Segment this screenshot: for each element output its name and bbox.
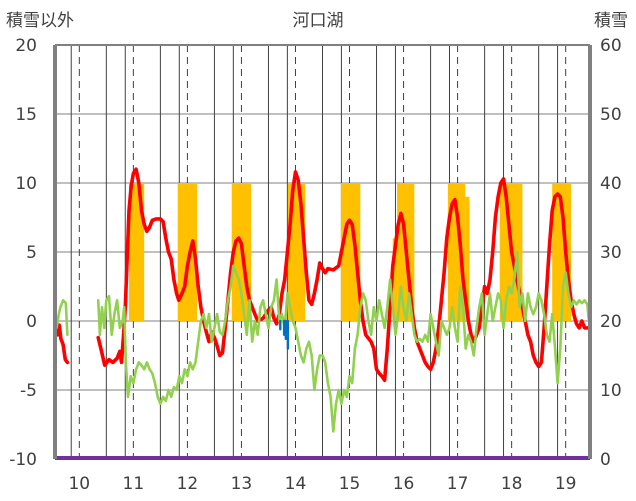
y-right-tick-label: 20 <box>600 312 622 332</box>
y-right-tick-label: 0 <box>600 450 611 470</box>
y-right-tick-label: 30 <box>600 243 622 263</box>
y-left-tick-label: -10 <box>9 450 37 470</box>
y-left-tick-label: 20 <box>15 36 37 56</box>
x-tick-label: 17 <box>447 474 469 494</box>
chart-title: 河口湖 <box>293 11 344 31</box>
y-right-tick-label: 40 <box>600 174 622 194</box>
plot-frame <box>53 44 592 459</box>
left-axis-title: 積雪以外 <box>6 11 74 31</box>
snow-bar <box>340 183 361 321</box>
x-tick-label: 15 <box>339 474 361 494</box>
snow-bar <box>465 196 470 321</box>
tick-labels: -10 -5 0 5 10 15 20 0 10 20 30 40 50 60 10 11 12 13 14 15 16… <box>9 36 621 494</box>
snow-bar <box>177 183 198 321</box>
x-tick-label: 13 <box>231 474 253 494</box>
y-right-tick-label: 50 <box>600 105 622 125</box>
series-line <box>53 323 70 365</box>
x-tick-label: 11 <box>123 474 145 494</box>
x-tick-label: 12 <box>177 474 199 494</box>
y-left-tick-label: -5 <box>20 381 37 401</box>
y-left-tick-label: 0 <box>26 312 37 332</box>
y-right-tick-label: 10 <box>600 381 622 401</box>
y-left-tick-label: 10 <box>15 174 37 194</box>
y-left-tick-label: 15 <box>15 105 37 125</box>
right-axis-title: 積雪 <box>594 11 628 31</box>
y-right-tick-label: 60 <box>600 36 622 56</box>
snow-bar <box>392 238 398 321</box>
snow-bar <box>129 183 145 321</box>
x-tick-label: 10 <box>68 474 90 494</box>
x-tick-label: 16 <box>393 474 415 494</box>
y-left-tick-label: 5 <box>26 243 37 263</box>
x-tick-label: 18 <box>501 474 523 494</box>
series-line <box>96 167 590 383</box>
x-tick-label: 19 <box>555 474 577 494</box>
series-lines <box>53 167 591 460</box>
series-line <box>96 250 591 433</box>
x-tick-label: 14 <box>285 474 307 494</box>
